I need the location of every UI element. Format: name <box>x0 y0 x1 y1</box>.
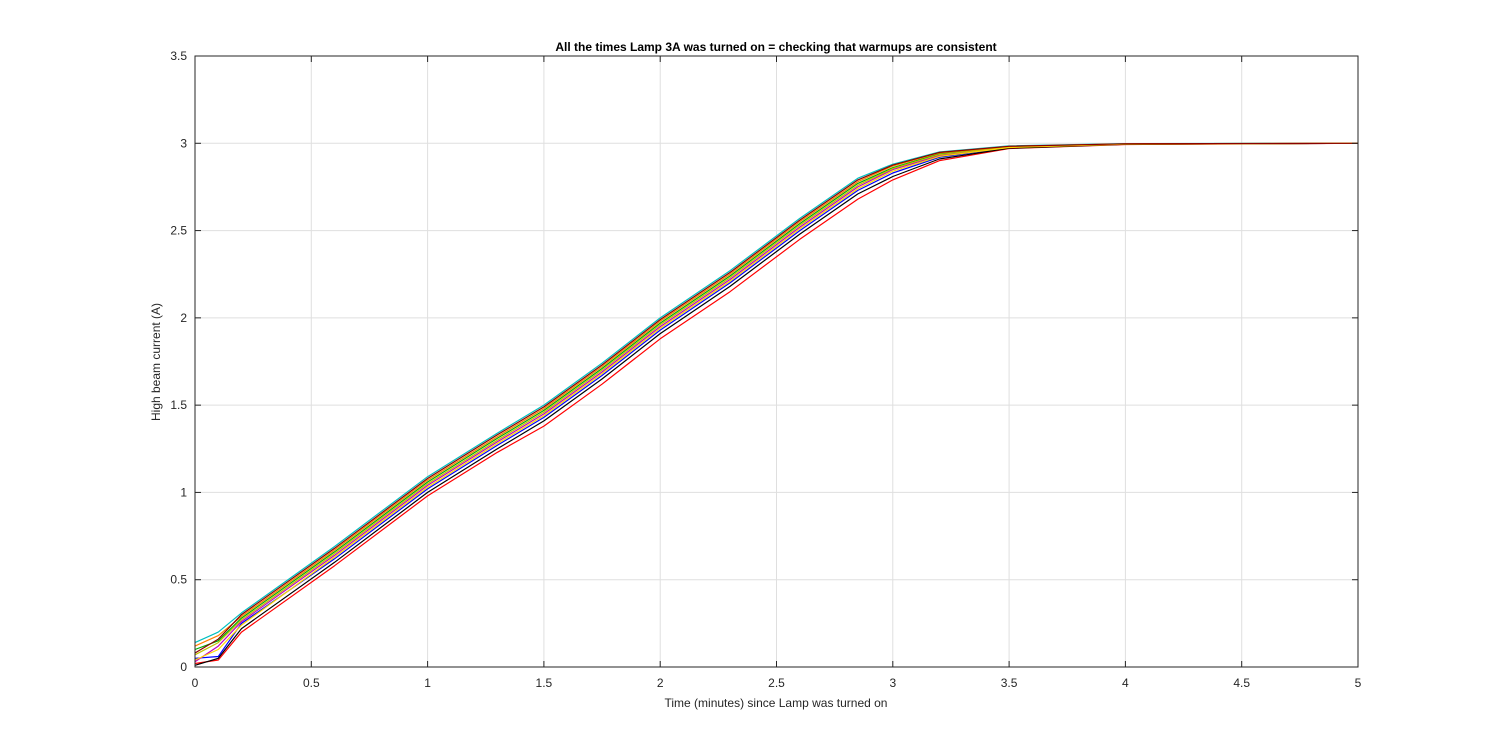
grid-lines <box>195 56 1358 667</box>
series-line <box>194 142 1359 661</box>
y-tick-label: 1.5 <box>170 398 187 412</box>
x-axis-label: Time (minutes) since Lamp was turned on <box>665 696 888 710</box>
axis-ticks: 0 0.5 1 1.5 2 2.5 3 3.5 4 4.5 5 0 0.5 1 1.5 2 2.5 3 3.5 <box>170 49 1361 690</box>
y-tick-label: 1 <box>180 485 187 499</box>
y-tick-label: 2 <box>180 311 187 325</box>
series-line <box>194 142 1359 663</box>
series-line <box>194 142 1359 654</box>
x-tick-label: 5 <box>1355 676 1362 690</box>
series-line <box>194 142 1359 656</box>
x-tick-label: 4 <box>1122 676 1129 690</box>
y-tick-label: 0.5 <box>170 573 187 587</box>
series-line <box>194 142 1359 665</box>
x-tick-label: 1 <box>424 676 431 690</box>
x-tick-label: 0 <box>192 676 199 690</box>
series-line <box>194 142 1359 666</box>
y-axis-label: High beam current (A) <box>149 303 163 421</box>
y-tick-label: 3 <box>180 136 187 150</box>
x-tick-label: 2.5 <box>768 676 785 690</box>
x-tick-label: 0.5 <box>303 676 320 690</box>
y-tick-label: 3.5 <box>170 49 187 63</box>
series-lines <box>194 142 1359 666</box>
x-tick-label: 3.5 <box>1001 676 1018 690</box>
x-tick-label: 4.5 <box>1233 676 1250 690</box>
x-tick-label: 1.5 <box>536 676 553 690</box>
y-tick-label: 2.5 <box>170 224 187 238</box>
chart-title: All the times Lamp 3A was turned on = ch… <box>555 40 996 54</box>
x-tick-label: 2 <box>657 676 664 690</box>
x-tick-label: 3 <box>889 676 896 690</box>
y-tick-label: 0 <box>180 660 187 674</box>
